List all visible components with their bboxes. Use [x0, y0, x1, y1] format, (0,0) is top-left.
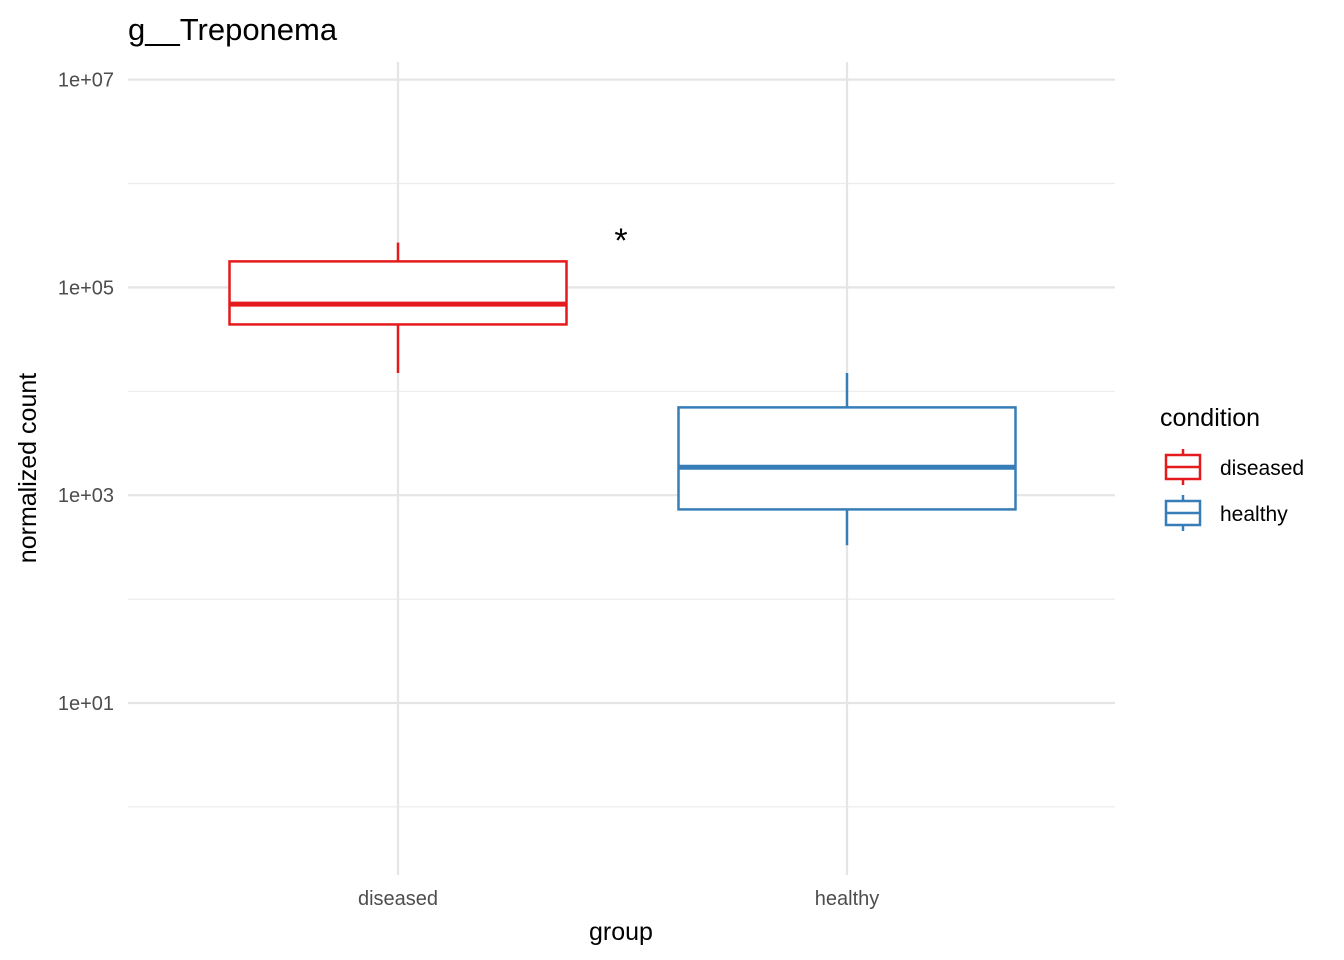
legend-label: diseased [1220, 457, 1304, 480]
legend: condition diseased healthy [1160, 404, 1304, 531]
chart-title: g__Treponema [128, 12, 338, 47]
box-healthy [677, 373, 1017, 546]
iqr-box [228, 260, 568, 326]
x-tick-label: diseased [358, 888, 438, 910]
legend-label: healthy [1220, 503, 1288, 526]
y-axis-label: normalized count [14, 373, 42, 563]
x-axis-label: group [589, 918, 653, 946]
box-diseased [228, 242, 568, 374]
legend-title: condition [1160, 404, 1260, 432]
y-tick-label: 1e+03 [58, 485, 114, 507]
y-tick-label: 1e+05 [58, 277, 114, 299]
x-tick-label: healthy [815, 888, 880, 910]
iqr-box [677, 406, 1017, 511]
y-tick-label: 1e+01 [58, 693, 114, 715]
y-tick-label: 1e+07 [58, 70, 114, 92]
significance-annotation: * [614, 222, 627, 260]
